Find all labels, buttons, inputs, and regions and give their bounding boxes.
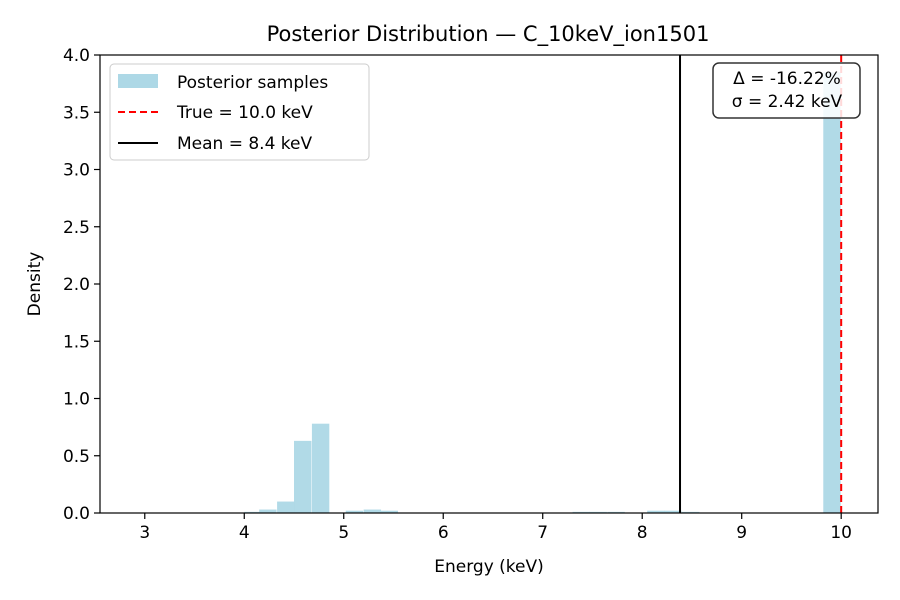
- x-axis-ticks: 3 4 5 6 7 8 9 10: [139, 513, 852, 543]
- stats-annotation: Δ = -16.22% σ = 2.42 keV: [712, 62, 861, 119]
- histogram-bar-14: [823, 72, 841, 514]
- histogram-bars: [244, 72, 841, 514]
- histogram-bar-6: [363, 509, 382, 513]
- stats-sigma: σ = 2.42 keV: [732, 92, 843, 112]
- y-tick-label-6: 3.0: [63, 161, 90, 181]
- histogram-bar-11: [647, 510, 665, 513]
- legend-frame: [109, 63, 370, 161]
- legend: Posterior samples True = 10.0 keV Mean =…: [109, 63, 370, 161]
- y-tick-label-3: 1.5: [63, 332, 90, 352]
- stats-delta: Δ = -16.22%: [733, 69, 841, 89]
- x-tick-label-4: 7: [537, 523, 548, 543]
- y-tick-label-5: 2.5: [63, 218, 90, 238]
- stats-annotation-box: [712, 62, 861, 119]
- x-tick-label-2: 5: [338, 523, 349, 543]
- y-tick-label-8: 4.0: [63, 46, 90, 66]
- x-tick-label-5: 8: [637, 523, 648, 543]
- x-tick-label-7: 10: [830, 523, 852, 543]
- x-axis-label: Energy (keV): [434, 557, 544, 577]
- reference-lines: [679, 55, 843, 513]
- histogram-bar-3: [294, 440, 312, 513]
- y-axis-ticks: 0.0 0.5 1.0 1.5 2.0 2.5 3.0 3.5 4.0: [63, 46, 100, 524]
- histogram-bar-1: [259, 509, 277, 513]
- legend-label-posterior: Posterior samples: [177, 73, 328, 93]
- y-tick-label-1: 0.5: [63, 447, 90, 467]
- histogram-bar-5: [345, 510, 364, 513]
- x-tick-label-3: 6: [438, 523, 449, 543]
- y-tick-label-7: 3.5: [63, 103, 90, 123]
- histogram-bar-2: [277, 501, 295, 513]
- histogram-bar-4: [311, 423, 330, 513]
- legend-swatch-posterior: [118, 74, 158, 88]
- y-tick-label-2: 1.0: [63, 390, 90, 410]
- x-tick-label-6: 9: [736, 523, 747, 543]
- histogram-bar-12: [664, 510, 682, 513]
- histogram-bar-7: [380, 510, 398, 513]
- x-tick-label-1: 4: [239, 523, 250, 543]
- x-tick-label-0: 3: [139, 523, 150, 543]
- y-axis-label: Density: [25, 252, 45, 317]
- y-tick-label-4: 2.0: [63, 275, 90, 295]
- chart-title: Posterior Distribution — C_10keV_ion1501: [267, 22, 710, 47]
- legend-label-mean: Mean = 8.4 keV: [177, 134, 313, 154]
- y-tick-label-0: 0.0: [63, 504, 90, 524]
- legend-label-true: True = 10.0 keV: [176, 103, 313, 123]
